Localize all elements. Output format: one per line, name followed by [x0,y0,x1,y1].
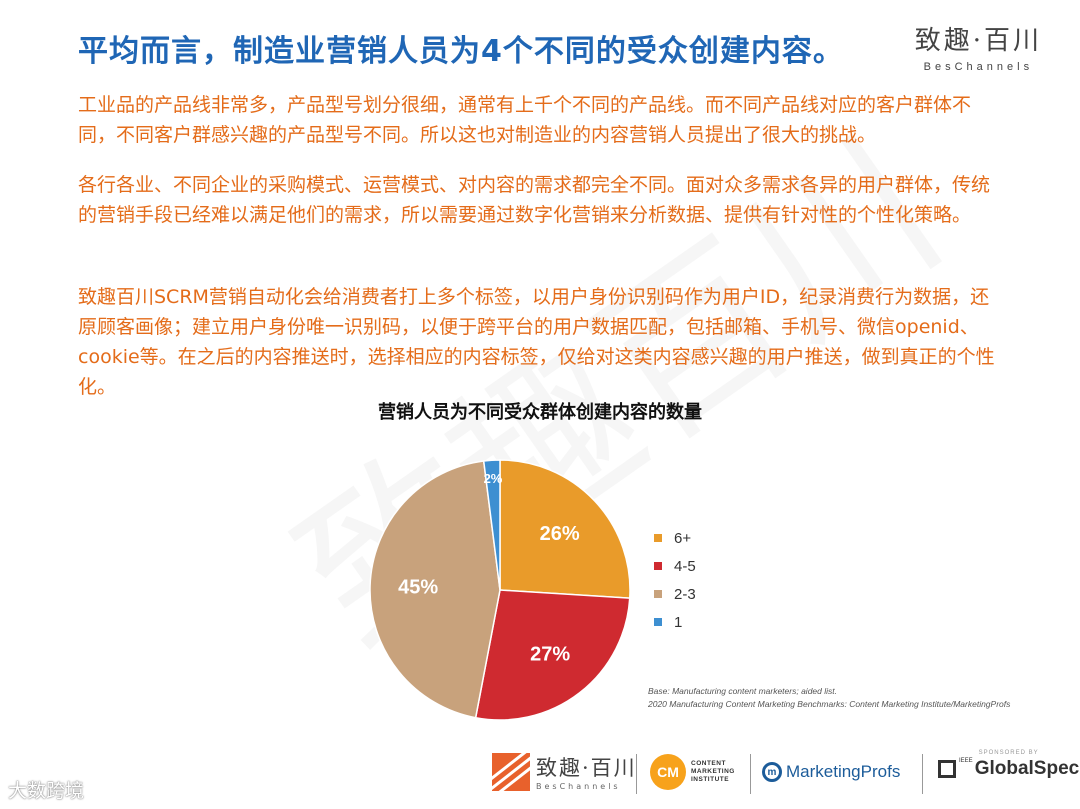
cmi-mark-icon: CM [650,754,686,790]
cmi-line-2: MARKETING [691,768,735,775]
globalspec-name: GlobalSpec [974,758,1080,779]
brand-logo: 致趣·百川 BesChannels [915,20,1042,73]
beschannels-footer-logo: 致趣·百川 BesChannels [492,752,637,791]
pie-slice-6+ [499,459,631,599]
corner-watermark: 大数跨境 [8,780,85,802]
legend-swatch [654,618,662,626]
legend-label: 4-5 [674,557,696,575]
source-line-2: 2020 Manufacturing Content Marketing Ben… [648,699,1011,709]
marketingprofs-icon: m [762,762,782,782]
source-line-1: Base: Manufacturing content marketers; a… [648,686,837,696]
legend-label: 6+ [674,529,692,547]
legend-swatch [654,562,662,570]
legend-label: 1 [674,613,683,631]
legend-item-1: 1 [654,608,696,636]
pie-slice-2-3 [369,460,501,719]
pie-label-4-5: 27% [530,644,570,666]
legend-swatch [654,590,662,598]
legend-item-6+: 6+ [654,524,696,552]
marketingprofs-name: MarketingProfs [786,762,901,781]
cmi-logo: CM CONTENT MARKETING INSTITUTE [650,754,735,790]
beschannels-mark-icon [492,752,530,791]
brand-logo-cn: 致趣·百川 [914,26,1042,56]
footer-divider [636,754,637,794]
globalspec-logo: SPONSORED BY IEEE GlobalSpec [938,750,1079,780]
legend-item-2-3: 2-3 [654,580,696,608]
pie-chart: 26% 27% 45% 2% [369,459,631,721]
beschannels-footer-en: BesChannels [536,782,621,791]
pie-label-2-3: 45% [398,576,438,598]
brand-logo-en: BesChannels [923,61,1034,73]
footer-divider [750,754,751,794]
paragraph-1: 工业品的产品线非常多，产品型号划分很细，通常有上千个不同的产品线。而不同产品线对… [78,94,972,146]
marketingprofs-logo: m MarketingProfs [762,762,900,782]
cmi-line-3: INSTITUTE [691,776,730,783]
legend-swatch [654,534,662,542]
paragraph-2: 各行各业、不同企业的采购模式、运营模式、对内容的需求都完全不同。面对众多需求各异… [78,174,991,226]
pie-label-1: 2% [484,471,503,486]
sponsored-by-label: SPONSORED BY [978,750,1039,756]
paragraph-3: 致趣百川SCRM营销自动化会给消费者打上多个标签，以用户身份识别码作为用户ID，… [78,286,995,398]
page-title: 平均而言，制造业营销人员为4个不同的受众创建内容。 [78,34,844,69]
chart-legend: 6+ 4-5 2-3 1 [654,524,696,636]
chart-title: 营销人员为不同受众群体创建内容的数量 [378,402,702,423]
beschannels-footer-cn: 致趣·百川 [536,756,637,780]
pie-slice-4-5 [474,589,631,721]
chart-source: Base: Manufacturing content marketers; a… [648,685,1010,711]
footer-logos: 致趣·百川 BesChannels CM CONTENT MARKETING I… [0,740,1080,809]
pie-slice-1 [482,459,501,591]
ieee-label: IEEE [959,758,973,764]
legend-item-4-5: 4-5 [654,552,696,580]
footer-divider [922,754,923,794]
legend-label: 2-3 [674,585,696,603]
cmi-line-1: CONTENT [691,760,726,767]
pie-label-6+: 26% [540,523,580,545]
globalspec-icon [938,760,956,778]
